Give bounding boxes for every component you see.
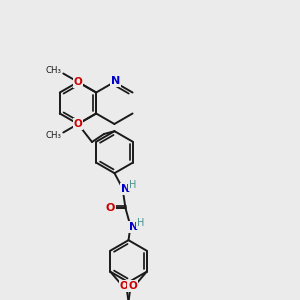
Text: CH₃: CH₃ bbox=[45, 131, 61, 140]
Text: O: O bbox=[120, 281, 129, 291]
Text: N: N bbox=[121, 184, 130, 194]
Text: O: O bbox=[74, 77, 82, 87]
Text: N: N bbox=[111, 76, 120, 86]
Text: H: H bbox=[137, 218, 144, 228]
Text: O: O bbox=[128, 281, 137, 291]
Text: H: H bbox=[129, 180, 136, 190]
Text: CH₃: CH₃ bbox=[45, 66, 61, 75]
Text: O: O bbox=[106, 203, 115, 213]
Text: O: O bbox=[74, 119, 82, 129]
Text: N: N bbox=[129, 222, 138, 232]
